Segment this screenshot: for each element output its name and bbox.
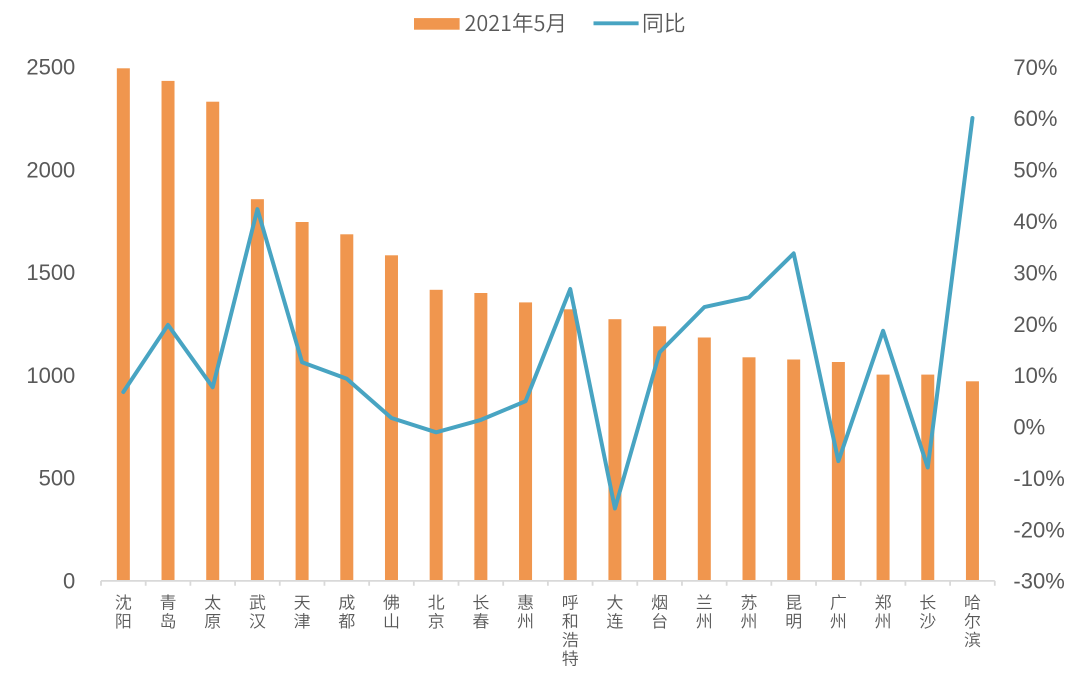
svg-text:60%: 60%: [1013, 106, 1057, 131]
svg-text:10%: 10%: [1013, 363, 1057, 388]
svg-text:2500: 2500: [26, 55, 75, 80]
svg-text:1000: 1000: [26, 363, 75, 388]
svg-text:-10%: -10%: [1013, 466, 1064, 491]
svg-text:20%: 20%: [1013, 312, 1057, 337]
svg-text:1500: 1500: [26, 260, 75, 285]
svg-text:40%: 40%: [1013, 209, 1057, 234]
svg-text:2000: 2000: [26, 157, 75, 182]
svg-text:70%: 70%: [1013, 55, 1057, 80]
svg-text:-30%: -30%: [1013, 569, 1064, 594]
svg-text:0%: 0%: [1013, 415, 1045, 440]
svg-text:500: 500: [39, 466, 76, 491]
svg-text:30%: 30%: [1013, 260, 1057, 285]
svg-text:50%: 50%: [1013, 158, 1057, 183]
svg-text:-20%: -20%: [1013, 517, 1064, 542]
svg-text:0: 0: [63, 568, 75, 593]
